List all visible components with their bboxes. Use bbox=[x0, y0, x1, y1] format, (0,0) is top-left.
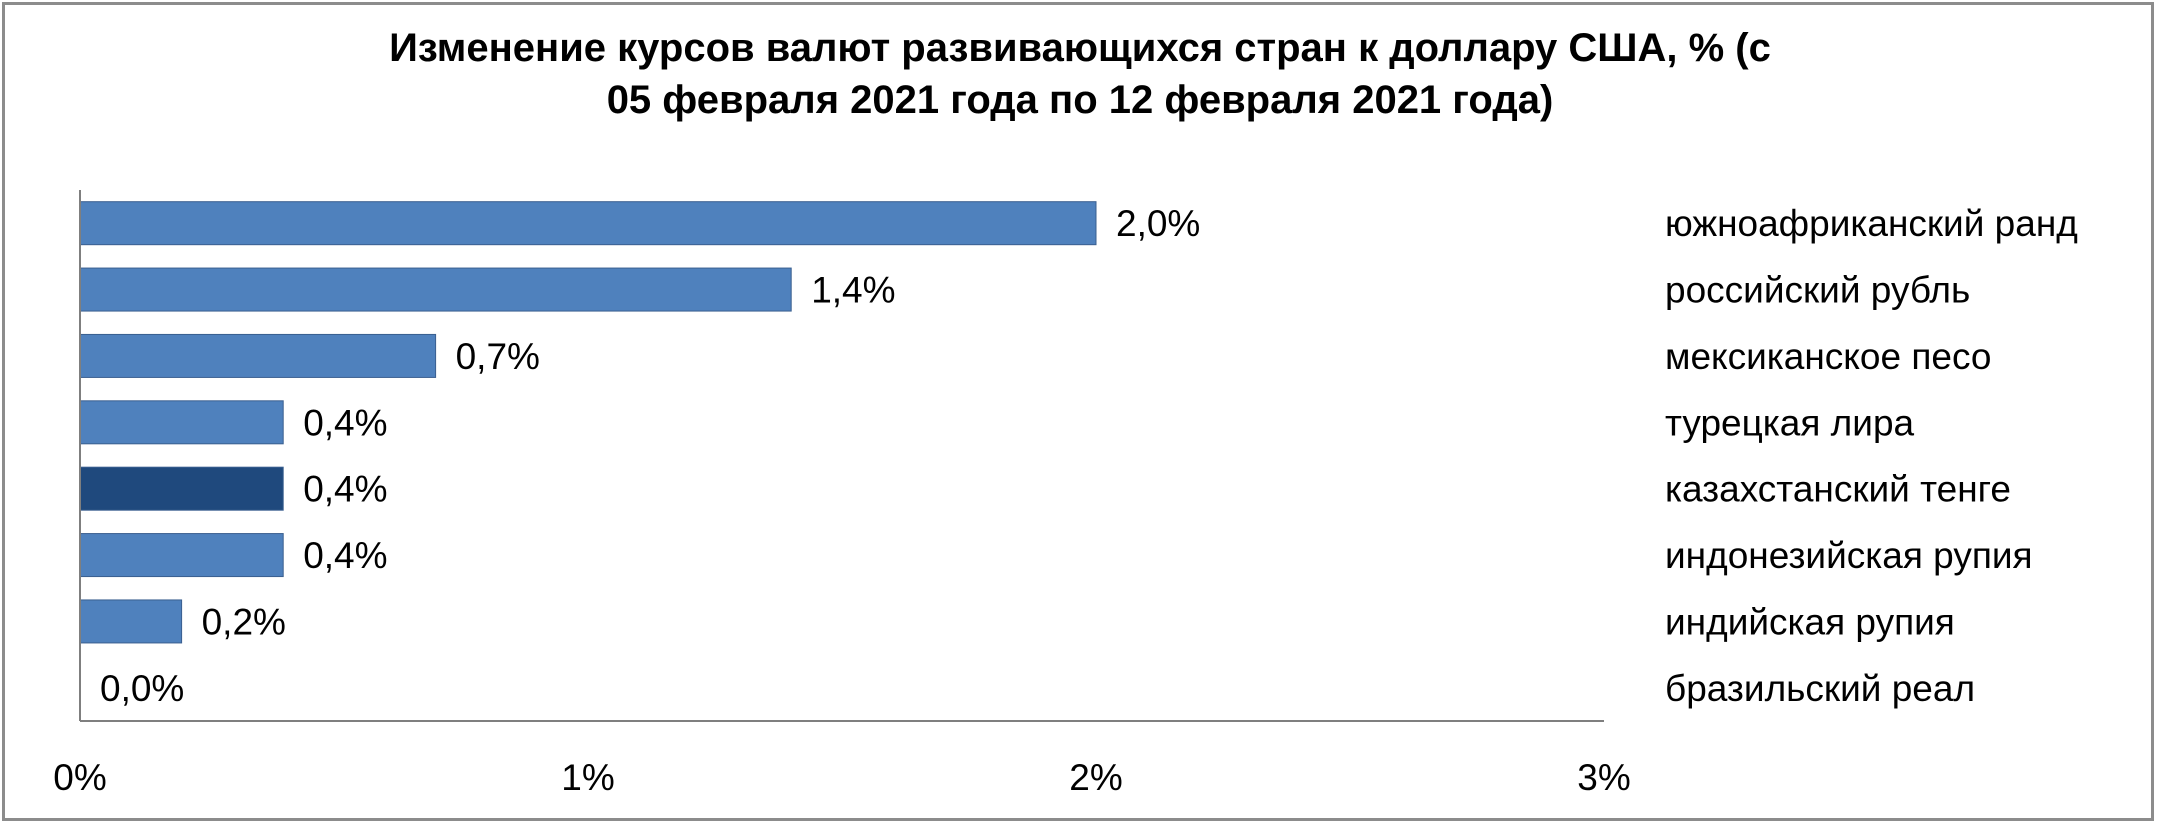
category-label-2: мексиканское песо bbox=[1665, 336, 1991, 377]
x-tick-label-3: 3% bbox=[1577, 757, 1630, 798]
value-label-1: 1,4% bbox=[811, 270, 895, 311]
x-tick-label-1: 1% bbox=[561, 757, 614, 798]
bar-1 bbox=[79, 267, 792, 312]
value-label-3: 0,4% bbox=[303, 402, 387, 443]
category-label-0: южноафриканский ранд bbox=[1665, 203, 2078, 244]
value-label-4: 0,4% bbox=[303, 469, 387, 510]
bar-2 bbox=[79, 333, 437, 378]
value-label-7: 0,0% bbox=[100, 668, 184, 709]
value-label-5: 0,4% bbox=[303, 535, 387, 576]
bar-4 bbox=[79, 466, 284, 511]
category-label-5: индонезийская рупия bbox=[1665, 535, 2033, 576]
bar-5 bbox=[79, 533, 284, 578]
value-labels-group: 2,0% 1,4% 0,7% 0,4% 0,4% 0,4% 0,2% 0,0% bbox=[100, 203, 1200, 709]
chart-title: Изменение курсов валют развивающихся стр… bbox=[389, 26, 1771, 122]
category-label-3: турецкая лира bbox=[1665, 402, 1915, 443]
value-label-0: 2,0% bbox=[1116, 203, 1200, 244]
value-label-2: 0,7% bbox=[456, 336, 540, 377]
bar-0 bbox=[79, 201, 1097, 246]
bar-6 bbox=[79, 599, 183, 644]
tick-labels-group: 0% 1% 2% 3% bbox=[53, 757, 1630, 798]
value-label-6: 0,2% bbox=[202, 601, 286, 642]
bars-group bbox=[79, 201, 1097, 644]
bar-3 bbox=[79, 400, 284, 445]
category-label-6: индийская рупия bbox=[1665, 601, 1955, 642]
category-label-4: казахстанский тенге bbox=[1665, 469, 2011, 510]
category-label-1: российский рубль bbox=[1665, 270, 1970, 311]
category-labels-group: южноафриканский ранд российский рубль мекс… bbox=[1665, 203, 2078, 709]
x-tick-label-2: 2% bbox=[1069, 757, 1122, 798]
x-tick-label-0: 0% bbox=[53, 757, 106, 798]
axes-group bbox=[79, 190, 1604, 722]
category-label-7: бразильский реал bbox=[1665, 668, 1975, 709]
